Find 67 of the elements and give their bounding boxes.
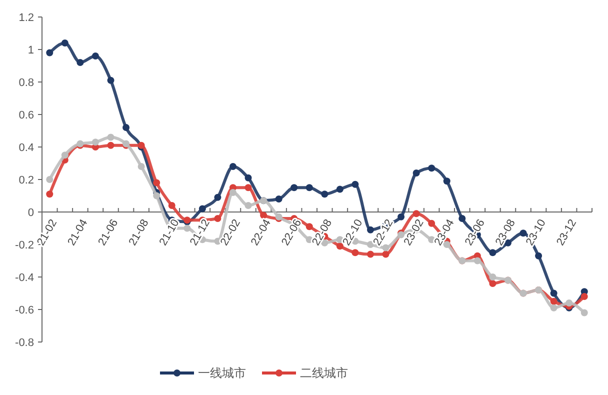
point — [76, 59, 84, 66]
y-tick-label: 0.8 — [18, 76, 34, 89]
point — [366, 241, 374, 248]
point — [107, 134, 114, 141]
point — [489, 274, 496, 280]
y-tick-label: 1.2 — [18, 12, 34, 24]
point — [153, 179, 160, 186]
point — [550, 298, 558, 305]
point — [61, 152, 68, 159]
point — [412, 210, 420, 218]
y-tick-label: 1 — [28, 44, 34, 56]
point — [46, 190, 54, 198]
point — [168, 202, 176, 209]
point — [61, 40, 68, 46]
point — [398, 213, 405, 220]
point — [474, 257, 481, 264]
point — [198, 205, 206, 212]
point — [412, 170, 420, 176]
point — [107, 76, 114, 84]
point — [336, 242, 344, 250]
point — [290, 184, 298, 192]
point — [244, 184, 252, 192]
point — [229, 189, 236, 196]
point — [366, 226, 374, 234]
legend-label: 二线城市 — [300, 366, 348, 380]
point — [489, 249, 496, 256]
y-tick-label: 0.4 — [18, 142, 34, 154]
point — [580, 293, 588, 300]
point — [46, 176, 54, 183]
point — [229, 163, 236, 170]
y-tick-label: -0.6 — [15, 304, 34, 316]
point — [489, 280, 496, 287]
point — [153, 192, 160, 200]
point — [244, 174, 252, 182]
y-tick-label: -0.4 — [15, 272, 34, 284]
point — [306, 184, 313, 192]
y-tick-label: -0.2 — [15, 239, 34, 252]
point — [550, 304, 558, 312]
point — [275, 196, 282, 202]
point — [352, 180, 359, 188]
point — [535, 252, 542, 260]
point — [321, 190, 328, 198]
point — [122, 124, 130, 131]
y-tick-label: 0.6 — [18, 109, 34, 122]
point — [382, 250, 390, 258]
point — [336, 186, 344, 193]
point — [352, 249, 359, 256]
point — [458, 215, 466, 222]
point — [566, 300, 573, 306]
legend-label: 一线城市 — [198, 366, 246, 380]
point — [366, 250, 374, 258]
point — [443, 178, 450, 185]
y-tick-label: 0.2 — [18, 174, 34, 186]
point — [214, 194, 222, 201]
point — [260, 212, 268, 219]
y-tick-label: 0 — [28, 206, 34, 219]
point — [46, 49, 54, 56]
point — [244, 202, 252, 209]
point — [580, 309, 588, 316]
point — [428, 164, 436, 172]
point — [138, 163, 145, 170]
point — [107, 142, 114, 149]
point — [550, 290, 558, 297]
point — [92, 52, 99, 60]
point — [92, 138, 99, 146]
point — [214, 215, 222, 222]
y-tick-label: -0.8 — [15, 336, 34, 349]
